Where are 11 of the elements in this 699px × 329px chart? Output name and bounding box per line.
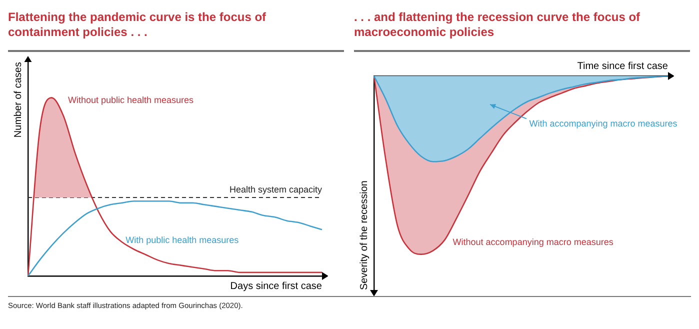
series-label: With accompanying macro measures bbox=[529, 118, 678, 129]
x-axis-title: Days since first case bbox=[230, 280, 322, 292]
series-label: Without public health measures bbox=[68, 94, 194, 105]
x-axis-title: Time since first case bbox=[577, 60, 668, 72]
chart-title: Flattening the pandemic curve is the focus of containment policies . . . bbox=[8, 10, 268, 40]
ref-line-label: Health system capacity bbox=[229, 184, 322, 195]
y-axis-title: Number of cases bbox=[12, 62, 24, 138]
text: With public health measures bbox=[126, 234, 240, 245]
series-label: Without accompanying macro measures bbox=[452, 237, 614, 248]
chart-title: . . . and flattening the recession curve the focus of macroeconomic policies bbox=[354, 10, 642, 40]
y-axis-title: Severity of the recession bbox=[358, 180, 370, 290]
